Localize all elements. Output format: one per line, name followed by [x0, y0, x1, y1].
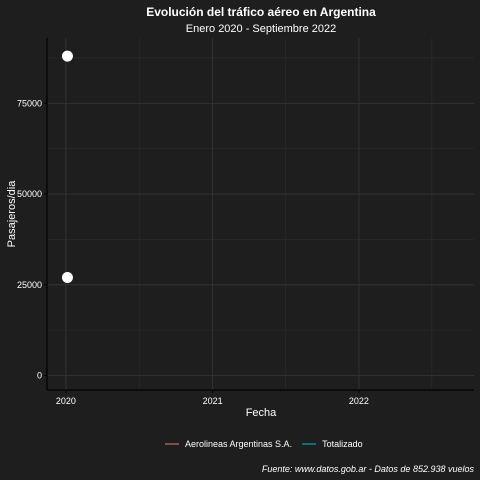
legend-label: Totalizado — [322, 439, 363, 449]
grid — [47, 38, 474, 390]
legend-label: Aerolineas Argentinas S.A. — [185, 439, 292, 449]
legend: Aerolineas Argentinas S.A. Totalizado — [165, 439, 363, 449]
x-axis-ticks: 2020 2021 2022 — [56, 390, 369, 406]
y-axis-ticks: 0 25000 50000 75000 — [17, 98, 47, 380]
x-tick-label: 2021 — [203, 396, 223, 406]
x-axis-title: Fecha — [246, 407, 277, 419]
x-tick-label: 2022 — [349, 396, 369, 406]
data-points — [61, 50, 73, 284]
data-point — [61, 50, 73, 62]
y-axis-title: Pasajeros/dia — [6, 180, 18, 248]
y-tick-label: 25000 — [17, 280, 42, 290]
x-tick-label: 2020 — [56, 396, 76, 406]
chart-title: Evolución del tráfico aéreo en Argentina — [146, 5, 376, 19]
data-point — [61, 272, 73, 284]
y-tick-label: 0 — [37, 370, 42, 380]
chart-subtitle: Enero 2020 - Septiembre 2022 — [186, 23, 336, 35]
chart-caption: Fuente: www.datos.gob.ar - Datos de 852.… — [262, 464, 475, 474]
y-tick-label: 75000 — [17, 98, 42, 108]
y-tick-label: 50000 — [17, 189, 42, 199]
